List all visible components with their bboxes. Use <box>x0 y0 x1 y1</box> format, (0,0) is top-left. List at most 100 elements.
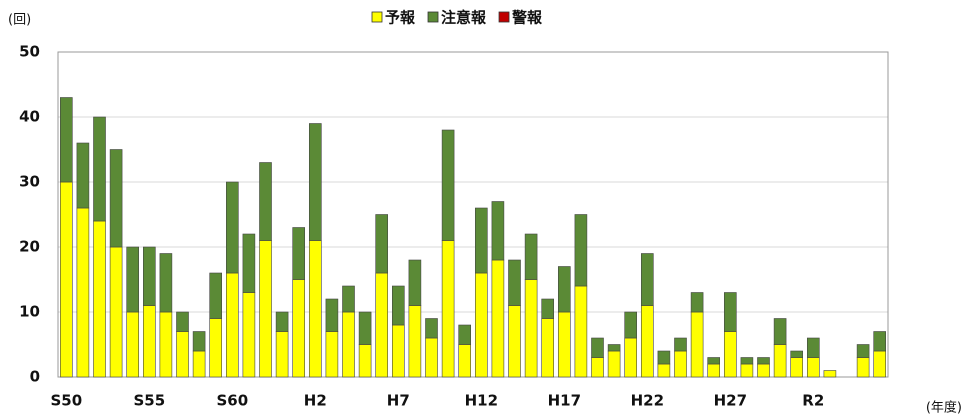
bar-segment <box>707 357 721 365</box>
bar-segment <box>773 318 787 345</box>
bar-segment <box>242 233 256 293</box>
bar-segment <box>757 363 770 378</box>
bar-segment <box>690 292 704 313</box>
bar-segment <box>209 272 222 319</box>
bar-segment <box>508 305 521 378</box>
bar-segment <box>226 181 239 274</box>
bar-segment <box>342 311 355 378</box>
y-tick-label: 20 <box>19 238 40 256</box>
bar-segment <box>690 311 704 378</box>
bar-segment <box>192 350 206 378</box>
bar-segment <box>176 311 189 332</box>
bar-segment <box>159 311 173 378</box>
bar-segment <box>391 285 405 326</box>
x-tick-label: S55 <box>133 392 165 410</box>
bar-segment <box>674 337 687 352</box>
bar-segment <box>143 305 156 378</box>
bar-segment <box>674 350 687 378</box>
bar-segment <box>541 298 555 319</box>
bar-segment <box>524 279 538 378</box>
y-axis-label: (回) <box>8 13 31 28</box>
bar-segment <box>259 162 272 241</box>
bar-segment <box>308 123 322 241</box>
bar-segment <box>126 246 139 313</box>
bar-segment <box>707 363 721 378</box>
bar-segment <box>541 318 555 378</box>
bar-segment <box>159 253 173 313</box>
bar-segment <box>209 318 222 378</box>
y-tick-label: 50 <box>19 43 40 61</box>
bar-segment <box>408 259 422 306</box>
bar-segment <box>441 240 455 378</box>
bar-segment <box>93 116 106 222</box>
legend-swatch <box>498 11 510 23</box>
bar-segment <box>856 357 870 378</box>
bar-segment <box>391 324 405 378</box>
bar-segment <box>607 350 621 378</box>
y-tick-label: 10 <box>19 303 40 321</box>
bar-segment <box>723 331 737 378</box>
x-tick-label: H27 <box>714 392 747 410</box>
bar-segment <box>474 207 488 274</box>
bar-segment <box>873 331 887 352</box>
x-tick-label: H12 <box>465 392 498 410</box>
bar-segment <box>292 279 306 378</box>
bar-segment <box>143 246 156 306</box>
bar-segment <box>325 331 339 378</box>
bar-segment <box>574 214 588 287</box>
bar-segment <box>358 311 372 345</box>
bar-segment <box>856 344 870 358</box>
bar-segment <box>806 337 820 358</box>
x-tick-label: H17 <box>548 392 581 410</box>
bar-segment <box>59 181 73 378</box>
legend-label: 警報 <box>511 9 543 27</box>
bar-segment <box>657 350 671 365</box>
bar-segment <box>259 240 272 378</box>
bar-segment <box>823 370 837 378</box>
bar-segment <box>757 357 770 365</box>
bar-segment <box>176 331 189 378</box>
bar-segment <box>491 201 505 261</box>
bar-segment <box>308 240 322 378</box>
bar-segment <box>275 331 289 378</box>
bar-segment <box>325 298 339 332</box>
bar-segment <box>474 272 488 378</box>
bar-segment <box>458 324 472 345</box>
bar-segment <box>524 233 538 280</box>
x-tick-label: S60 <box>216 392 248 410</box>
y-tick-label: 0 <box>30 368 40 386</box>
bar-segment <box>491 259 505 378</box>
bar-segment <box>723 292 737 332</box>
legend-label: 予報 <box>385 9 416 27</box>
bar-segment <box>773 344 787 378</box>
x-tick-label: H7 <box>387 392 410 410</box>
bar-segment <box>292 227 306 280</box>
bar-segment <box>740 363 754 378</box>
bar-segment <box>275 311 289 332</box>
bar-segment <box>624 311 638 339</box>
legend-label: 注意報 <box>441 9 487 27</box>
x-tick-label: H2 <box>304 392 327 410</box>
bar-segment <box>740 357 754 365</box>
bar-segment <box>557 311 571 378</box>
bar-segment <box>508 259 521 306</box>
bar-segment <box>375 214 389 274</box>
bar-segment <box>76 207 90 378</box>
plot-border <box>57 51 889 378</box>
legend-swatch <box>427 11 439 23</box>
bar-segment <box>126 311 139 378</box>
bar-segment <box>624 337 638 378</box>
bar-segment <box>342 285 355 313</box>
x-tick-label: R2 <box>802 392 824 410</box>
bar-segment <box>59 97 73 183</box>
bar-segment <box>226 272 239 378</box>
x-axis-label: (年度) <box>926 400 962 416</box>
bar-segment <box>192 331 206 352</box>
bar-segment <box>574 285 588 378</box>
bar-segment <box>375 272 389 378</box>
bar-segment <box>76 142 90 209</box>
legend-swatch <box>371 11 383 23</box>
bar-segment <box>607 344 621 352</box>
bar-segment <box>425 318 438 339</box>
